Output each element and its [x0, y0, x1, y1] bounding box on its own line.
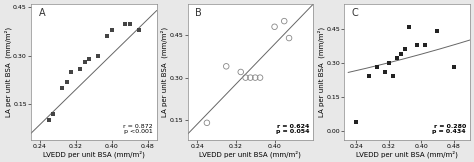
- Point: [353, 120, 360, 123]
- Text: r = 0.624
p = 0.054: r = 0.624 p = 0.054: [276, 124, 310, 134]
- Y-axis label: LA per unit BSA  (mm/m²): LA per unit BSA (mm/m²): [161, 27, 168, 117]
- Point: [251, 76, 259, 79]
- Point: [281, 20, 288, 22]
- Point: [203, 122, 211, 124]
- Point: [63, 80, 71, 83]
- Y-axis label: LA per unit BSA  (mm/m²): LA per unit BSA (mm/m²): [318, 27, 325, 117]
- X-axis label: LVEDD per unit BSA (mm/m²): LVEDD per unit BSA (mm/m²): [356, 150, 458, 158]
- Y-axis label: LA per unit BSA  (mm/m²): LA per unit BSA (mm/m²): [4, 27, 12, 117]
- Point: [68, 71, 75, 73]
- Point: [285, 37, 293, 39]
- Point: [50, 113, 57, 115]
- Point: [237, 71, 245, 73]
- Point: [365, 75, 372, 78]
- Point: [434, 30, 441, 33]
- X-axis label: LVEDD per unit BSA (mm/m²): LVEDD per unit BSA (mm/m²): [43, 150, 145, 158]
- Text: A: A: [38, 8, 45, 18]
- Point: [45, 119, 53, 122]
- Point: [385, 62, 392, 64]
- Text: B: B: [195, 8, 202, 18]
- Point: [405, 25, 413, 28]
- Point: [121, 22, 129, 25]
- Point: [393, 57, 401, 60]
- Point: [126, 22, 134, 25]
- Point: [256, 76, 264, 79]
- Point: [246, 76, 254, 79]
- Point: [389, 75, 397, 78]
- Point: [401, 48, 409, 51]
- Point: [397, 53, 405, 55]
- Point: [103, 35, 111, 38]
- Point: [373, 66, 381, 69]
- Point: [76, 67, 84, 70]
- Point: [413, 44, 421, 46]
- Point: [108, 29, 116, 31]
- X-axis label: LVEDD per unit BSA (mm/m²): LVEDD per unit BSA (mm/m²): [200, 150, 301, 158]
- Point: [85, 58, 93, 60]
- Point: [242, 76, 249, 79]
- Point: [450, 66, 457, 69]
- Point: [135, 29, 143, 31]
- Point: [421, 44, 429, 46]
- Point: [81, 61, 89, 64]
- Point: [271, 25, 278, 28]
- Point: [59, 87, 66, 89]
- Point: [381, 71, 389, 73]
- Text: r = 0.872
p <0.001: r = 0.872 p <0.001: [123, 124, 153, 134]
- Text: C: C: [352, 8, 358, 18]
- Text: r = 0.280
p = 0.434: r = 0.280 p = 0.434: [432, 124, 466, 134]
- Point: [222, 65, 230, 68]
- Point: [94, 55, 102, 57]
